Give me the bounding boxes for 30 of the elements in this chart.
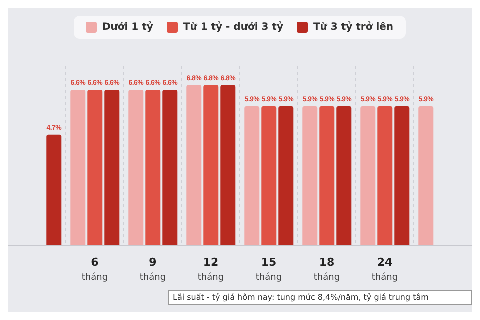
bar	[162, 90, 178, 246]
bar	[220, 85, 236, 246]
bar	[244, 106, 260, 246]
text: Lãi suất - tỷ giá hôm nay: tung mức 8,4%/năm, tỷ giá trung tâm	[168, 290, 472, 305]
bar	[186, 85, 202, 246]
x-tick-label: 15 tháng	[256, 256, 282, 283]
x-tick-label: 12 tháng	[198, 256, 224, 283]
legend-label: Từ 3 tỷ trở lên	[313, 22, 394, 33]
legend-label: Dưới 1 tỷ	[102, 22, 154, 33]
bar	[320, 106, 335, 246]
bar	[146, 90, 161, 246]
bar	[378, 106, 393, 246]
bar	[262, 106, 277, 246]
x-tick-label: 24 tháng	[372, 256, 398, 283]
bar	[418, 106, 434, 246]
bar	[394, 106, 410, 246]
bar	[278, 106, 294, 246]
bar	[70, 90, 86, 246]
bar	[360, 106, 376, 246]
bar	[88, 90, 103, 246]
x-tick-label: 6 tháng	[82, 256, 108, 283]
legend-label: Từ 1 tỷ - dưới 3 tỷ	[183, 22, 284, 33]
bar	[46, 134, 62, 246]
bar	[302, 106, 318, 246]
bar	[336, 106, 352, 246]
bar	[128, 90, 144, 246]
bar	[104, 90, 120, 246]
x-tick-label: 18 tháng	[314, 256, 340, 283]
x-tick-label: 9 tháng	[140, 256, 166, 283]
bar	[204, 85, 219, 246]
